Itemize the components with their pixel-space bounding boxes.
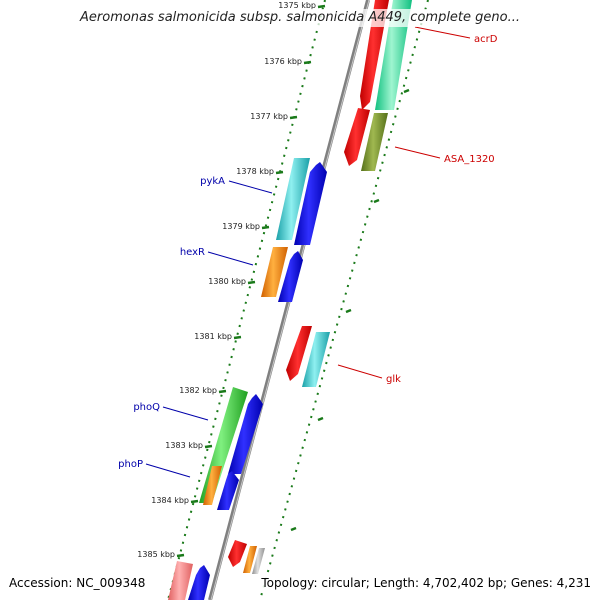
label-phoP[interactable]: phoP [118,459,143,470]
tick-label-1376: 1376 kbp [264,57,302,66]
tick-label-1380: 1380 kbp [208,277,246,286]
tick-label-1382: 1382 kbp [179,386,217,395]
gene-forward-gray[interactable] [252,548,265,574]
gene-ASA_1320[interactable] [361,113,388,171]
tick-label-1377: 1377 kbp [250,112,288,121]
inner-dotted-track [167,0,326,600]
tick-marks [176,4,326,558]
label-ASA_1320[interactable]: ASA_1320 [444,154,495,165]
label-pykA[interactable]: pykA [200,176,225,187]
tick-label-1378: 1378 kbp [236,167,274,176]
gene-pykA[interactable] [276,158,310,240]
gene-reverse-blue-5[interactable] [188,565,210,600]
gene-forward-red-3[interactable] [286,326,312,381]
tick-labels: 1375 kbp 1376 kbp 1377 kbp 1378 kbp 1379… [137,1,316,559]
connector-glk [337,364,383,379]
tick-label-1381: 1381 kbp [194,332,232,341]
gene-labels: acrD ASA_1320 pykA hexR glk phoQ phoP [118,34,498,470]
tick-label-1385: 1385 kbp [137,550,175,559]
label-acrD[interactable]: acrD [474,34,498,45]
connector-phoP [145,463,191,478]
tick-label-1384: 1384 kbp [151,496,189,505]
tick-label-1375: 1375 kbp [278,1,316,10]
topology-info: Topology: circular; Length: 4,702,402 bp… [261,575,591,591]
label-glk[interactable]: glk [386,374,401,385]
connector-pykA [228,180,273,194]
gene-acrD[interactable] [375,0,412,110]
label-connectors [145,26,471,478]
gene-glk[interactable] [302,332,330,387]
gene-forward-red-1[interactable] [360,0,389,110]
label-hexR[interactable]: hexR [180,247,205,258]
gene-forward-red-4[interactable] [228,540,247,567]
accession-info: Accession: NC_009348 [9,575,146,591]
gene-forward-orange[interactable] [243,546,257,573]
gene-reverse-blue-3[interactable] [228,394,263,474]
tick-label-1383: 1383 kbp [165,441,203,450]
connector-hexR [207,251,254,266]
outer-tick-marks [290,88,410,532]
gene-reverse-pink[interactable] [168,561,193,600]
gene-hexR[interactable] [261,247,288,297]
gene-phoP[interactable] [203,466,222,505]
forward-genes [228,0,412,574]
connector-acrD [414,26,471,39]
gene-reverse-blue-2[interactable] [278,251,303,302]
gene-reverse-blue-4[interactable] [217,471,239,510]
label-phoQ[interactable]: phoQ [133,402,160,413]
reverse-genes [168,158,327,600]
gene-reverse-blue-1[interactable] [294,162,327,245]
map-title: Aeromonas salmonicida subsp. salmonicida… [0,9,600,27]
tick-label-1379: 1379 kbp [222,222,260,231]
gene-forward-red-2[interactable] [344,108,370,166]
connector-phoQ [162,406,209,421]
connector-ASA_1320 [394,146,441,159]
